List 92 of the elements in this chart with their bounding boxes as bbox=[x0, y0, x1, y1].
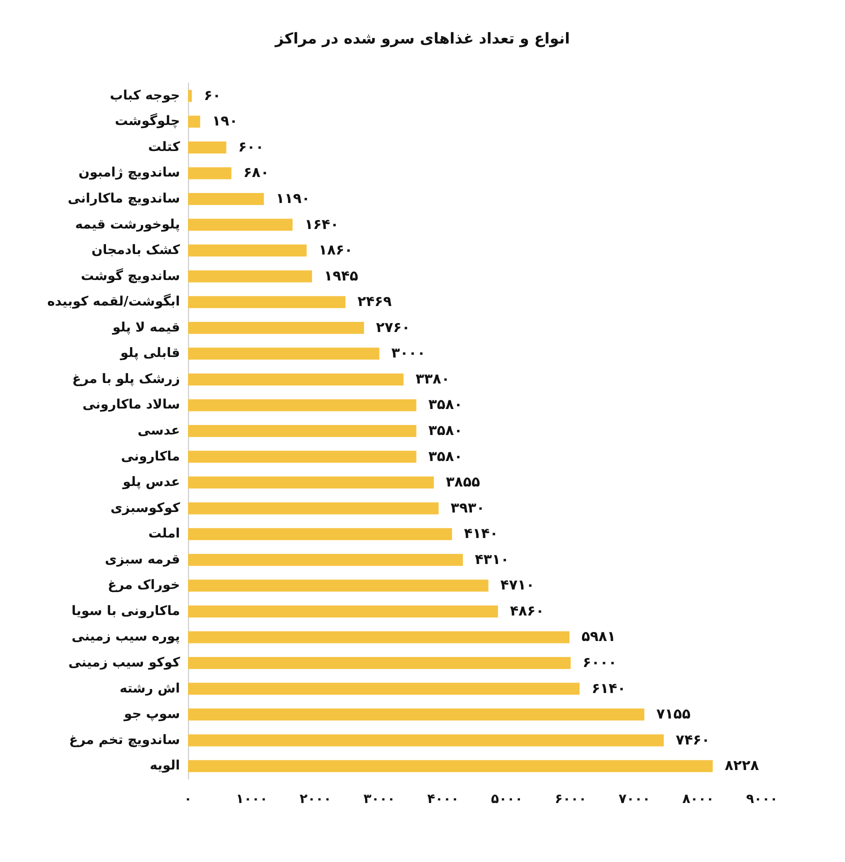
x-tick-label: ۵۰۰۰ bbox=[491, 792, 523, 807]
y-tick-label: قیمه لا پلو bbox=[112, 320, 180, 336]
y-tick-label: قرمه سبزی bbox=[104, 552, 180, 568]
bar bbox=[188, 244, 307, 257]
x-tick-label: ۰ bbox=[184, 792, 192, 807]
bar bbox=[188, 193, 264, 205]
data-label: ۶۰ bbox=[204, 88, 221, 104]
bar bbox=[188, 682, 580, 695]
data-label: ۱۹۴۵ bbox=[324, 268, 359, 284]
y-tick-label: ساندویچ ماکارانی bbox=[68, 192, 180, 206]
y-tick-label: قابلی پلو bbox=[119, 346, 180, 362]
bar bbox=[188, 348, 380, 360]
bar bbox=[188, 528, 452, 540]
data-label: ۸۲۲۸ bbox=[724, 758, 760, 774]
bar bbox=[188, 373, 404, 386]
bar bbox=[188, 631, 570, 644]
data-label: ۴۱۴۰ bbox=[464, 526, 498, 542]
y-tick-label: ساندویچ گوشت bbox=[80, 268, 180, 284]
data-label: ۳۸۵۵ bbox=[446, 474, 480, 491]
bar bbox=[188, 450, 416, 463]
data-label: ۳۹۳۰ bbox=[450, 500, 485, 516]
bar bbox=[188, 270, 312, 282]
bar bbox=[188, 760, 713, 772]
y-tick-label: زرشک پلو با مرغ bbox=[72, 372, 180, 387]
data-label: ۴۷۱۰ bbox=[500, 578, 535, 594]
data-label: ۴۸۶۰ bbox=[510, 603, 544, 620]
y-tick-label: الویه bbox=[150, 758, 180, 774]
y-tick-label: کوکو سیب زمینی bbox=[68, 656, 180, 670]
y-tick-label: کتلت bbox=[148, 140, 180, 155]
data-label: ۶۰۰ bbox=[238, 139, 264, 156]
bar bbox=[188, 554, 463, 566]
bar bbox=[188, 708, 644, 721]
data-label: ۲۴۶۹ bbox=[357, 294, 392, 310]
bar bbox=[188, 167, 232, 180]
bar bbox=[188, 296, 346, 308]
data-label: ۴۳۱۰ bbox=[474, 552, 510, 568]
data-label: ۱۶۴۰ bbox=[304, 216, 339, 233]
y-tick-label: ماکارونی bbox=[121, 449, 180, 464]
data-label: ۶۸۰ bbox=[243, 165, 270, 182]
y-tick-label: ساندویچ ژامبون bbox=[78, 166, 180, 181]
y-tick-label: چلوگوشت bbox=[114, 113, 180, 130]
bar bbox=[188, 502, 439, 514]
x-tick-label: ۶۰۰۰ bbox=[554, 792, 587, 807]
y-tick-label: ابگوشت/لقمه کوبیده bbox=[47, 294, 180, 310]
y-tick-label: ساندویچ تخم مرغ bbox=[69, 732, 180, 748]
x-tick-label: ۱۰۰۰ bbox=[236, 792, 268, 807]
x-tick-label: ۷۰۰۰ bbox=[618, 792, 650, 807]
y-tick-label: سالاد ماکارونی bbox=[82, 398, 180, 413]
data-label: ۲۷۶۰ bbox=[376, 320, 410, 336]
bar bbox=[188, 116, 200, 128]
bar bbox=[188, 734, 664, 746]
y-tick-label: سوپ جو bbox=[122, 707, 180, 722]
bar bbox=[188, 605, 498, 618]
y-tick-label: املت bbox=[148, 526, 180, 542]
data-label: ۱۸۶۰ bbox=[318, 242, 353, 259]
data-label: ۷۴۶۰ bbox=[676, 732, 710, 748]
data-label: ۳۵۸۰ bbox=[428, 423, 463, 439]
bar bbox=[188, 580, 488, 592]
y-tick-label: کشک بادمجان bbox=[92, 243, 180, 258]
bar bbox=[188, 90, 192, 102]
data-label: ۳۰۰۰ bbox=[391, 346, 426, 362]
bar bbox=[188, 657, 571, 669]
y-tick-label: کوکوسبزی bbox=[110, 500, 180, 516]
chart-title: انواع و تعداد غذاهای سرو شده در مراکز bbox=[274, 30, 570, 48]
data-label: ۳۵۸۰ bbox=[428, 397, 463, 414]
x-tick-label: ۴۰۰۰ bbox=[427, 792, 459, 807]
data-label: ۱۹۰ bbox=[212, 114, 238, 130]
data-label: ۵۹۸۱ bbox=[581, 629, 616, 646]
y-tick-label: عدسی bbox=[138, 424, 180, 438]
bar bbox=[188, 425, 416, 437]
bar bbox=[188, 322, 364, 334]
data-label: ۱۱۹۰ bbox=[276, 191, 310, 207]
x-tick-label: ۹۰۰۰ bbox=[746, 792, 778, 807]
bar bbox=[188, 141, 226, 154]
data-label: ۳۳۸۰ bbox=[416, 371, 450, 388]
y-tick-label: پلوخورشت قیمه bbox=[75, 217, 180, 232]
x-tick-label: ۲۰۰۰ bbox=[300, 792, 332, 807]
data-label: ۶۰۰۰ bbox=[582, 655, 617, 671]
data-label: ۳۵۸۰ bbox=[428, 448, 463, 465]
x-tick-label: ۸۰۰۰ bbox=[682, 792, 714, 807]
bar bbox=[188, 476, 434, 489]
data-label: ۷۱۵۵ bbox=[656, 706, 691, 723]
bar bbox=[188, 218, 293, 231]
x-tick-label: ۳۰۰۰ bbox=[363, 792, 396, 807]
data-label: ۶۱۴۰ bbox=[592, 680, 626, 697]
bar bbox=[188, 399, 416, 412]
y-tick-label: خوراک مرغ bbox=[108, 578, 180, 594]
y-tick-label: پوره سیب زمینی bbox=[72, 630, 180, 645]
y-tick-label: ماکارونی با سویا bbox=[72, 604, 180, 619]
y-tick-label: اش رشته bbox=[120, 681, 180, 696]
y-tick-label: جوجه کباب bbox=[110, 88, 180, 104]
y-tick-label: عدس پلو bbox=[122, 475, 180, 490]
